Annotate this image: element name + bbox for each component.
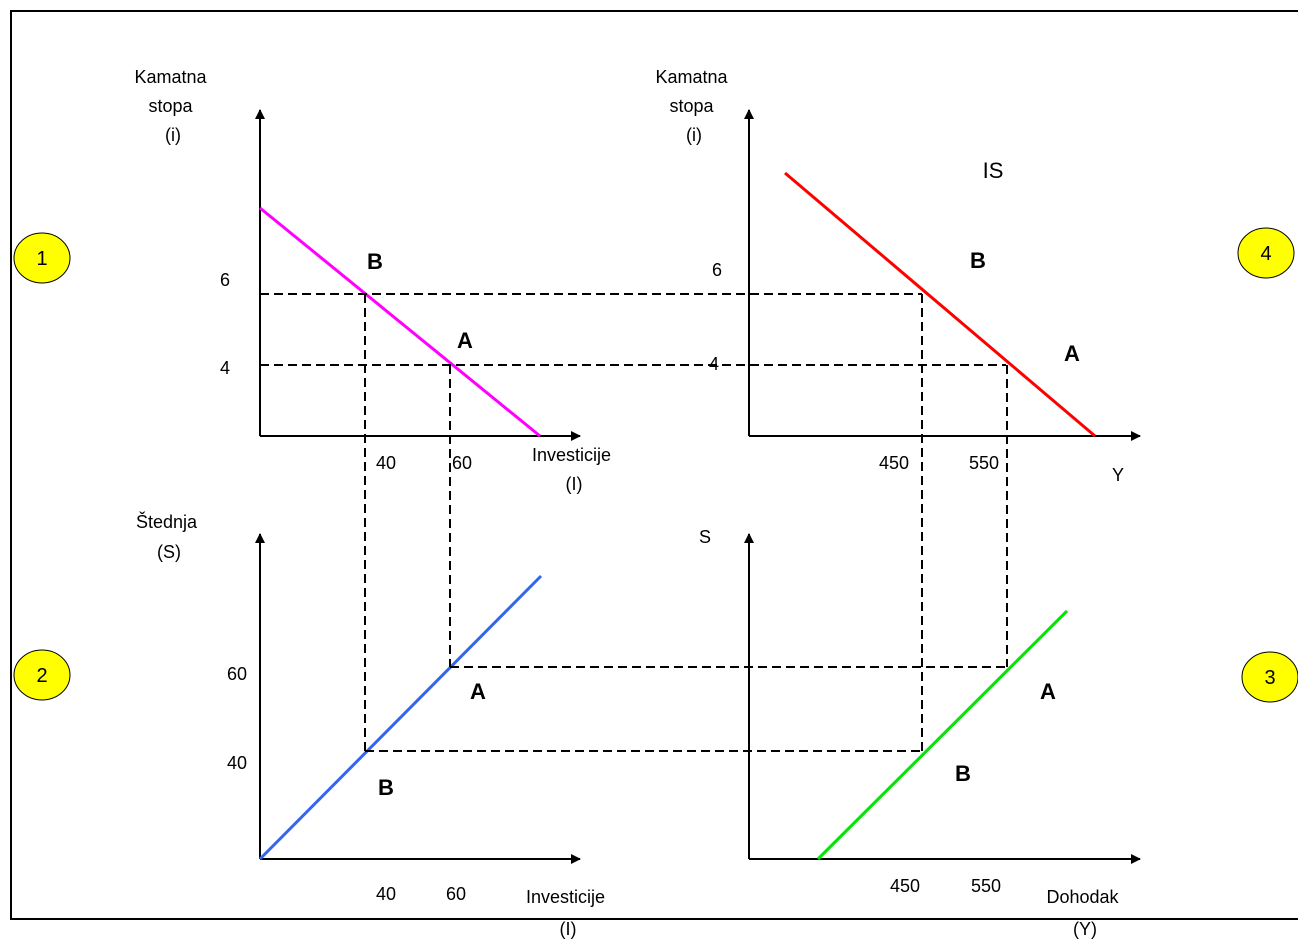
q4-y-axis-label: Kamatna stopa (i) [655, 67, 732, 145]
q3-y-axis-label: S [699, 527, 711, 547]
q2-y-tick-60: 60 [227, 664, 247, 684]
quadrant-badge-1: 1 [13, 232, 71, 284]
svg-text:3: 3 [1264, 667, 1275, 689]
q3-x-axis-label: Dohodak (Y) [1046, 887, 1123, 939]
q2-x-tick-40: 40 [376, 884, 396, 904]
q1-y-axis-label: Kamatna stopa (i) [134, 67, 211, 145]
projection-guides [260, 293, 1008, 752]
q3-point-b-label: B [955, 761, 971, 786]
q2-x-axis-label: Investicije (I) [526, 887, 610, 939]
is-curve-label: IS [983, 158, 1004, 183]
q3-point-a-label: A [1040, 679, 1056, 704]
quadrant-badge-3: 3 [1241, 651, 1298, 703]
q1-point-a-label: A [457, 328, 473, 353]
quadrant-3-savings-income: S Dohodak (Y) 450 550 A B [699, 527, 1141, 939]
diagram-frame [10, 10, 1298, 920]
q4-x-tick-450: 450 [879, 453, 909, 473]
quadrant-badge-4: 4 [1237, 227, 1295, 279]
q4-y-tick-6: 6 [712, 260, 722, 280]
svg-text:1: 1 [36, 248, 47, 270]
savings-function-line [816, 609, 1069, 861]
q1-x-axis-label: Investicije (I) [532, 445, 616, 494]
quadrant-4-is-curve: Kamatna stopa (i) Y IS 6 4 450 550 B A [655, 67, 1141, 485]
q4-x-tick-550: 550 [969, 453, 999, 473]
q1-y-tick-4: 4 [220, 358, 230, 378]
quadrant-1-investment: Kamatna stopa (i) Investicije (I) 6 4 40… [134, 67, 616, 494]
q2-x-tick-60: 60 [446, 884, 466, 904]
q4-point-a-label: A [1064, 341, 1080, 366]
q3-x-tick-550: 550 [971, 876, 1001, 896]
q4-point-b-label: B [970, 248, 986, 273]
is-curve [784, 171, 1096, 438]
q4-x-axis-label: Y [1112, 465, 1124, 485]
svg-text:4: 4 [1260, 243, 1271, 265]
q1-x-tick-60: 60 [452, 453, 472, 473]
quadrant-badge-2: 2 [13, 649, 71, 701]
q2-point-a-label: A [470, 679, 486, 704]
q1-y-tick-6: 6 [220, 270, 230, 290]
q2-y-tick-40: 40 [227, 753, 247, 773]
q2-y-axis-label: Štednja (S) [136, 511, 202, 562]
q3-x-tick-450: 450 [890, 876, 920, 896]
svg-text:2: 2 [36, 665, 47, 687]
q1-point-b-label: B [367, 249, 383, 274]
quadrant-2-savings-identity: Štednja (S) Investicije (I) 60 40 40 60 … [136, 511, 610, 939]
investment-curve [259, 206, 541, 438]
q2-point-b-label: B [378, 775, 394, 800]
savings-equals-investment-line [258, 574, 543, 861]
q1-x-tick-40: 40 [376, 453, 396, 473]
